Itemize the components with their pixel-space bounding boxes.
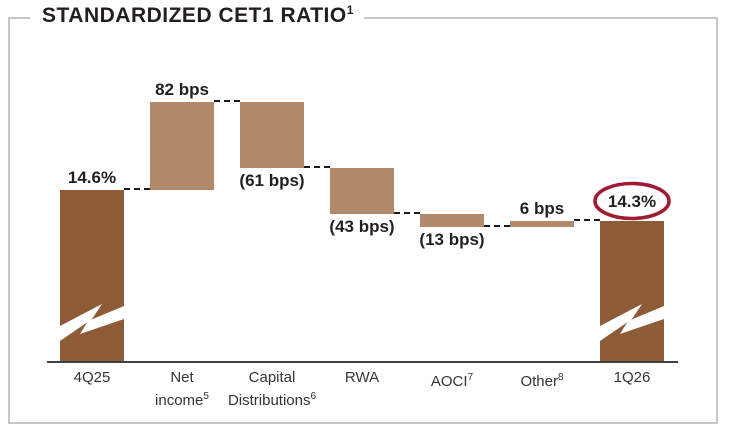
category-label-line: Other8 xyxy=(520,372,564,390)
category-label-superscript: 8 xyxy=(557,372,564,383)
category-label-line: RWA xyxy=(344,369,380,386)
value-label-other: 6 bps xyxy=(519,199,565,218)
category-label-line: income5 xyxy=(155,391,209,409)
waterfall-bar-aoci xyxy=(420,213,484,228)
category-label-superscript: 5 xyxy=(203,391,209,402)
category-label-other: Other8 xyxy=(487,368,597,391)
value-label-capital-distributions: (61 bps) xyxy=(239,170,305,190)
category-label-line: Distributions6 xyxy=(227,391,317,409)
category-label-line: Capital xyxy=(248,369,296,386)
waterfall-bar-capital-distributions xyxy=(240,102,304,168)
category-label-line: 4Q25 xyxy=(73,369,111,386)
category-label-line: AOCI7 xyxy=(430,372,474,390)
waterfall-bar-other xyxy=(510,221,574,228)
chart-title-text: STANDARDIZED CET1 RATIO xyxy=(42,4,347,27)
category-label-4q25: 4Q25 xyxy=(37,368,147,387)
value-label-1q26: 14.3% xyxy=(607,192,657,212)
category-label-line: Net xyxy=(170,369,194,386)
bar-break-mark-1q26 xyxy=(600,304,664,341)
x-axis-line xyxy=(47,361,678,363)
chart-title-superscript: 1 xyxy=(346,3,354,17)
category-label-net-income: Net income5 xyxy=(127,368,237,410)
connector-line-2 xyxy=(214,100,240,103)
category-label-aoci: AOCI7 xyxy=(397,368,507,391)
waterfall-bar-rwa xyxy=(330,167,394,214)
connector-line-5 xyxy=(484,225,510,228)
category-label-superscript: 7 xyxy=(467,372,474,383)
value-label-4q25: 14.6% xyxy=(67,168,117,187)
connector-line-1 xyxy=(124,188,150,190)
bar-break-mark-4q25 xyxy=(60,304,124,341)
category-label-superscript: 6 xyxy=(310,391,317,402)
waterfall-bar-net-income xyxy=(150,102,214,190)
connector-line-6 xyxy=(574,219,600,221)
highlight-ellipse xyxy=(593,181,671,221)
category-label-rwa: RWA xyxy=(307,368,417,387)
chart-title: STANDARDIZED CET1 RATIO1 xyxy=(30,3,364,28)
value-label-aoci: (13 bps) xyxy=(419,230,485,250)
category-label-capital-distributions: Capital Distributions6 xyxy=(217,368,327,410)
value-label-rwa: (43 bps) xyxy=(329,216,395,236)
connector-line-3 xyxy=(304,165,330,168)
category-label-1q26: 1Q26 xyxy=(577,368,687,387)
waterfall-bar-1q26 xyxy=(600,221,664,362)
value-label-net-income: 82 bps xyxy=(155,80,209,100)
category-label-line: 1Q26 xyxy=(613,369,651,386)
connector-line-4 xyxy=(394,211,420,214)
